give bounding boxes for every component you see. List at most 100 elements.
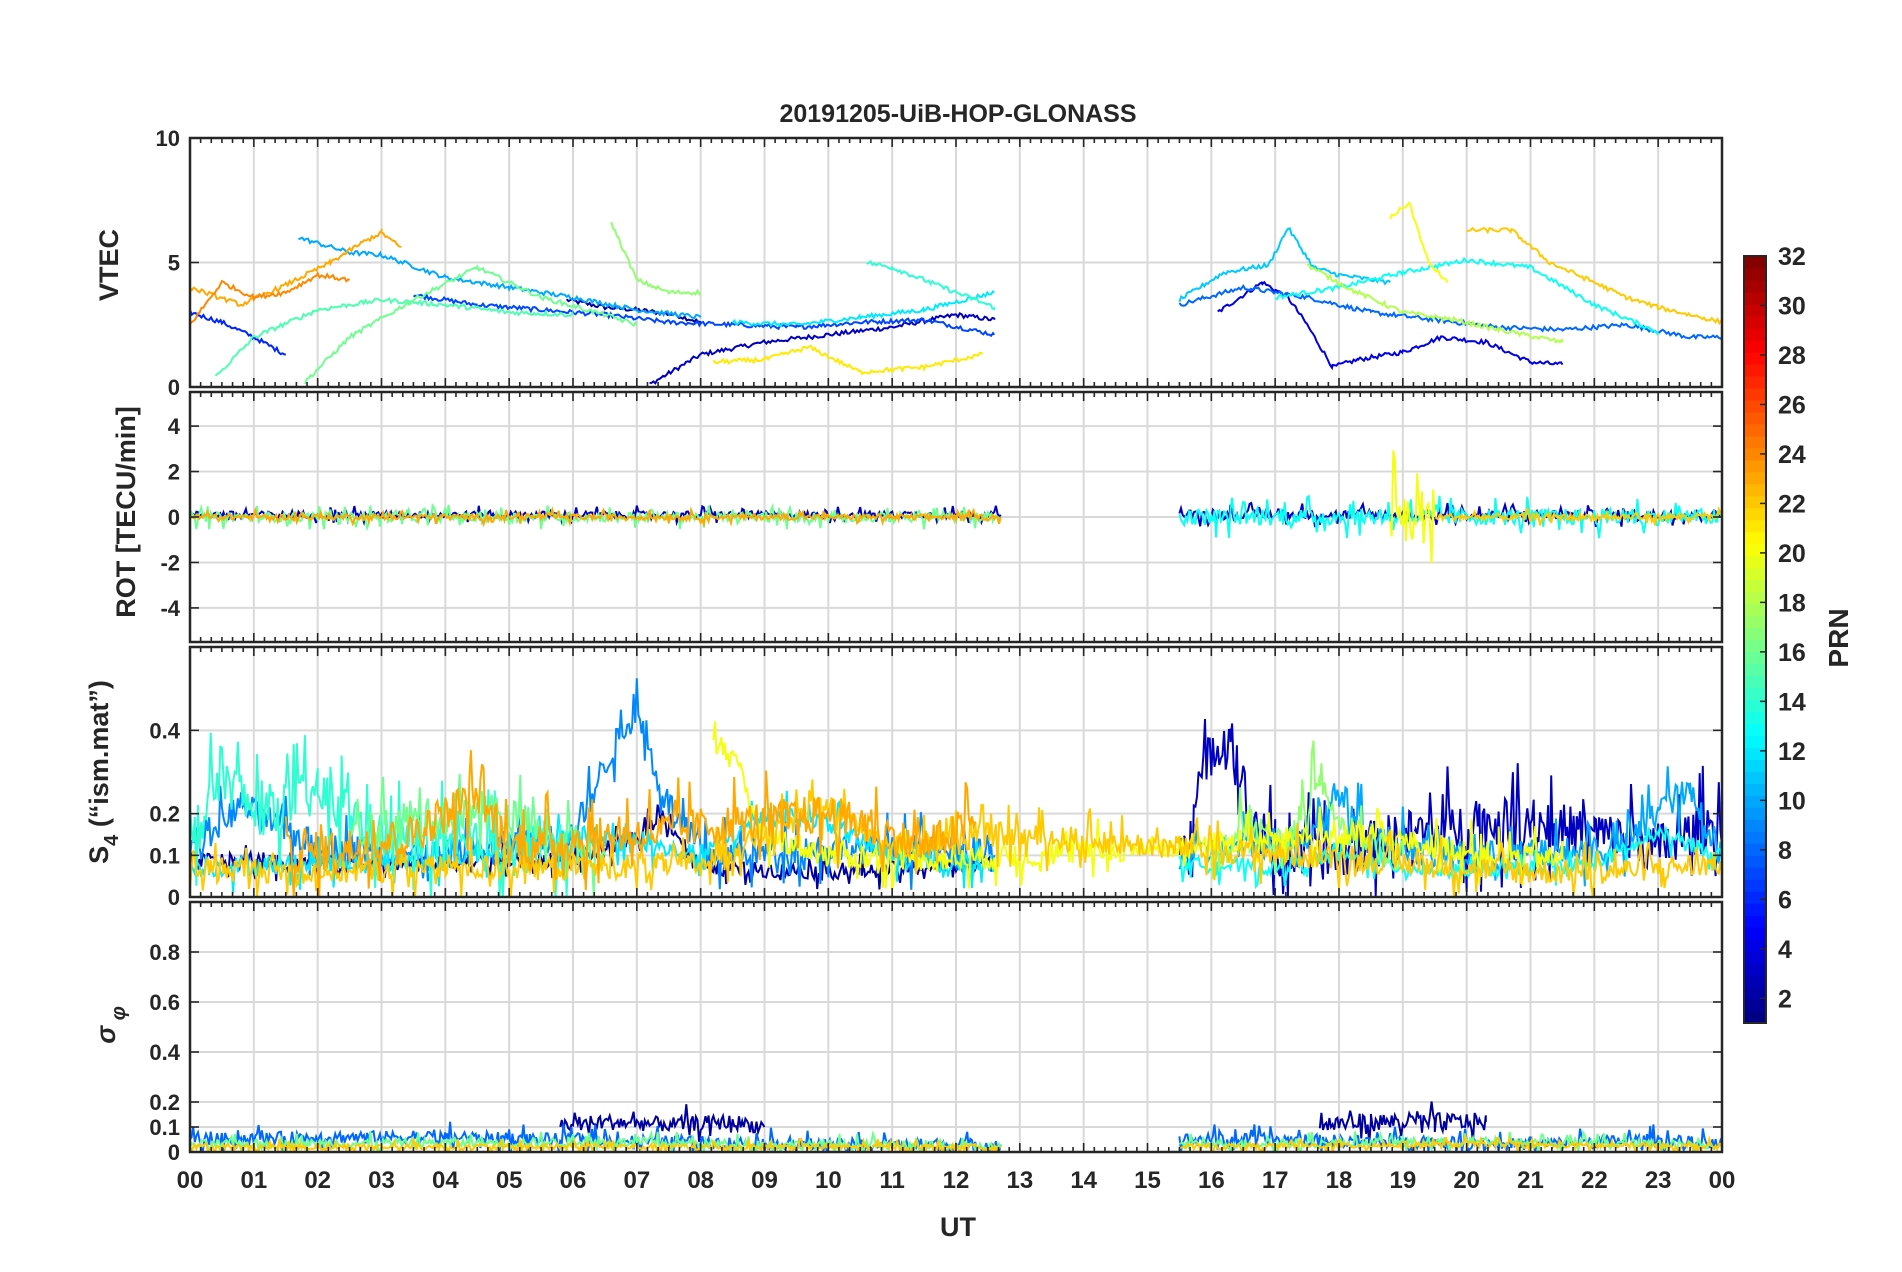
colorbar-swatch (1744, 735, 1766, 748)
traces (190, 1101, 1722, 1152)
series-prn-12 (731, 290, 995, 328)
colorbar-swatch (1744, 891, 1766, 904)
colorbar-tick-label: 8 (1778, 837, 1792, 865)
x-tick-label: 07 (623, 1167, 650, 1194)
colorbar-swatch (1744, 351, 1766, 365)
colorbar-swatch (1744, 915, 1766, 928)
x-tick-label: 09 (751, 1167, 778, 1194)
y-tick-label: 0.2 (149, 1090, 180, 1115)
panel-s4: 0 0.1 0.2 0.4 S4 (“ism.mat”) (84, 645, 1724, 910)
y-tick-label: 0.4 (149, 1040, 180, 1065)
y-tick-label: 0 (168, 375, 180, 400)
colorbar-swatch (1744, 951, 1766, 964)
colorbar-swatch (1744, 267, 1766, 281)
panel-sigma_phi: 00.10.2 0.4 0.6 0.8 σ φ (91, 900, 1724, 1165)
x-tick-label: 22 (1581, 1167, 1608, 1194)
colorbar-swatch (1744, 411, 1766, 425)
series-prn-20 (1389, 450, 1436, 564)
traces (190, 450, 1722, 564)
colorbar-swatch (1744, 831, 1766, 844)
y-tick-label: 0.6 (149, 990, 180, 1015)
y-axis-label: σ φ (91, 1006, 130, 1044)
series-prn-10 (298, 236, 702, 320)
colorbar-swatch (1744, 987, 1766, 1000)
colorbar-tick-label: 30 (1778, 292, 1806, 320)
x-tick-label: 03 (368, 1167, 395, 1194)
colorbar-swatch (1744, 543, 1766, 557)
colorbar-tick-label: 18 (1778, 589, 1806, 617)
y-tick-label: 0 (168, 885, 180, 910)
series-prn-17 (610, 221, 702, 296)
x-tick-label: 18 (1326, 1167, 1353, 1194)
colorbar-tick-label: 6 (1778, 886, 1792, 914)
colorbar-tick-label: 28 (1778, 342, 1806, 370)
colorbar-tick-label: 26 (1778, 391, 1806, 419)
series-prn-2 (1318, 1101, 1487, 1144)
colorbar-swatch (1744, 807, 1766, 820)
colorbar-tick-label: 24 (1778, 441, 1806, 469)
y-tick-label: 5 (168, 251, 180, 276)
colorbar-tick-label: 4 (1778, 936, 1792, 964)
colorbar-tick-label: 10 (1778, 787, 1806, 815)
x-tick-label: 16 (1198, 1167, 1225, 1194)
colorbar-swatch (1744, 555, 1766, 569)
x-tick-label: 05 (496, 1167, 523, 1194)
series-prn-22 (1434, 506, 1722, 526)
y-tick-label: 0 (168, 1140, 180, 1165)
x-tick-label: 21 (1517, 1167, 1544, 1194)
y-tick-label: 0.2 (149, 802, 180, 827)
series-prn-2 (559, 1104, 766, 1142)
colorbar-swatch (1744, 327, 1766, 341)
colorbar-swatch (1744, 519, 1766, 533)
colorbar-swatch (1744, 843, 1766, 856)
colorbar-swatch (1744, 675, 1766, 689)
x-tick-label: 01 (240, 1167, 267, 1194)
series-prn-14 (866, 260, 996, 311)
colorbar-swatch (1744, 483, 1766, 497)
colorbar-swatch (1744, 303, 1766, 317)
x-tick-label: 15 (1134, 1167, 1161, 1194)
colorbar-tick-label: 20 (1778, 540, 1806, 568)
series-prn-8 (1178, 283, 1722, 341)
x-tick-label: 02 (304, 1167, 331, 1194)
x-tick-label: 00 (1709, 1167, 1736, 1194)
colorbar-tick-label: 32 (1778, 243, 1806, 271)
y-tick-label: 0 (168, 505, 180, 530)
colorbar-swatch (1744, 879, 1766, 892)
colorbar-swatch (1744, 975, 1766, 988)
colorbar-swatch (1744, 399, 1766, 413)
series-prn-7 (412, 293, 996, 338)
x-tick-label: 13 (1006, 1167, 1033, 1194)
colorbar-swatch (1744, 339, 1766, 353)
colorbar-swatch (1744, 459, 1766, 473)
colorbar-swatch (1744, 423, 1766, 437)
series-prn-15 (214, 296, 574, 377)
x-tick-label: 00 (177, 1167, 204, 1194)
x-tick-label: 14 (1070, 1167, 1097, 1194)
y-axis-label: VTEC (94, 229, 124, 301)
x-tick-label: 11 (879, 1167, 904, 1194)
x-tick-label: 20 (1453, 1167, 1480, 1194)
colorbar-swatch (1744, 579, 1766, 593)
colorbar-swatch (1744, 279, 1766, 293)
series-prn-23 (190, 506, 1002, 528)
colorbar-tick-label: 22 (1778, 490, 1806, 518)
colorbar-tick-label: 12 (1778, 738, 1806, 766)
series-prn-3 (649, 312, 996, 385)
colorbar-swatch (1744, 783, 1766, 796)
series-prn-22 (1179, 1133, 1722, 1152)
colorbar-swatch (1744, 759, 1766, 772)
colorbar-swatch (1744, 747, 1766, 760)
x-tick-label: 08 (687, 1167, 714, 1194)
series-prn-13 (1178, 494, 1722, 539)
colorbar-swatch (1744, 615, 1766, 629)
colorbar-swatch (1744, 256, 1766, 269)
colorbar-frame (1743, 255, 1767, 1024)
colorbar-swatch (1744, 939, 1766, 952)
colorbar-swatch (1744, 639, 1766, 653)
series-prn-23 (190, 227, 402, 307)
series-prn-16 (303, 264, 638, 385)
colorbar-swatch (1744, 903, 1766, 916)
